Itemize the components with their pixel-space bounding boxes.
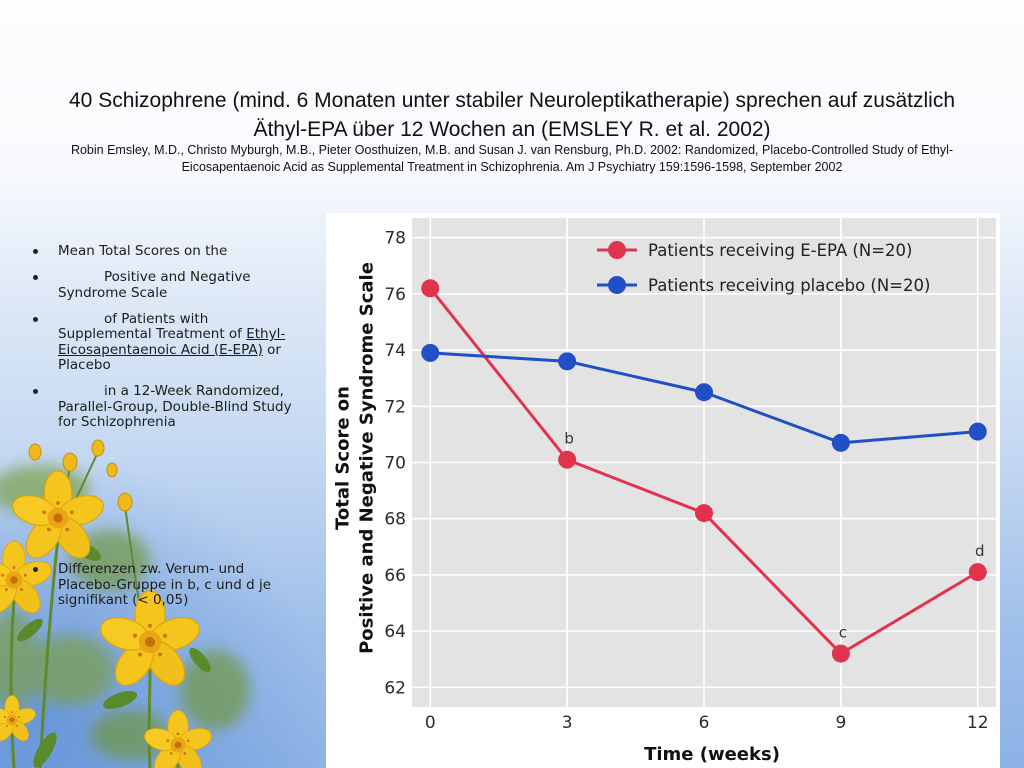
bud <box>91 439 105 457</box>
bud <box>62 452 78 472</box>
buds <box>28 439 133 512</box>
bullet-text-underlined: Ethyl-Eicosapentaenoic Acid (E-EPA) <box>58 326 286 358</box>
flower-decoration <box>0 439 250 768</box>
annotation-label: b <box>564 430 574 448</box>
data-point <box>421 279 440 298</box>
y-axis-label-line2: Positive and Negative Syndrome Scale <box>357 262 378 654</box>
bullet-item: Differenzen zw. Verum- und Placebo-Grupp… <box>33 561 300 609</box>
y-tick-label: 64 <box>384 622 406 642</box>
bullet-item: Positive and Negative Syndrome Scale <box>33 269 300 301</box>
x-axis-label: Time (weeks) <box>644 744 780 765</box>
citation-reference: Robin Emsley, M.D., Christo Myburgh, M.B… <box>70 143 954 174</box>
y-tick-label: 72 <box>384 397 406 417</box>
y-tick-label: 70 <box>384 454 406 474</box>
x-tick-label: 12 <box>967 713 989 733</box>
line-chart: 62 64 66 68 70 72 74 76 78 0 3 6 9 12 b c d Patients r… <box>326 213 1000 768</box>
bullet-item: in a 12-Week Randomized, Parallel-Group,… <box>33 383 300 431</box>
bullet-text: Mean Total Scores on the <box>58 243 228 259</box>
y-tick-labels: 62 64 66 68 70 72 74 76 78 <box>384 229 406 699</box>
x-tick-labels: 0 3 6 9 12 <box>425 713 989 733</box>
leaf <box>102 690 138 710</box>
significance-note: Differenzen zw. Verum- und Placebo-Grupp… <box>58 561 271 608</box>
y-tick-label: 62 <box>384 678 406 698</box>
bullet-icon <box>33 316 38 322</box>
bullet-list: Mean Total Scores on the Positive and Ne… <box>33 243 300 441</box>
slide-title: 40 Schizophrene (mind. 6 Monaten unter s… <box>69 89 955 141</box>
bud <box>106 462 118 478</box>
leaf <box>33 732 57 768</box>
leaf <box>189 647 211 673</box>
legend-marker <box>608 276 626 294</box>
y-tick-label: 76 <box>384 285 406 305</box>
stem <box>147 667 152 768</box>
bullet-item: of Patients with Supplemental Treatment … <box>33 310 300 374</box>
foliage-blob <box>25 635 115 705</box>
bud <box>117 492 133 512</box>
data-point <box>695 383 713 402</box>
legend: Patients receiving E-EPA (N=20) Patients … <box>597 241 930 295</box>
annotation-label: c <box>839 624 847 642</box>
legend-label: Patients receiving placebo (N=20) <box>648 276 930 295</box>
data-point <box>968 422 987 441</box>
data-point <box>968 563 987 582</box>
bud <box>28 443 42 461</box>
series-points <box>421 279 987 663</box>
significance-note-list: Differenzen zw. Verum- und Placebo-Grupp… <box>33 561 300 619</box>
stem <box>38 537 60 768</box>
y-tick-label: 74 <box>384 341 406 361</box>
x-tick-label: 9 <box>835 713 846 733</box>
legend-item: Patients receiving E-EPA (N=20) <box>597 241 912 260</box>
y-tick-label: 78 <box>384 229 406 249</box>
bullet-icon <box>33 275 38 280</box>
legend-marker <box>608 241 626 259</box>
legend-label: Patients receiving E-EPA (N=20) <box>648 241 912 260</box>
leaf <box>17 618 43 642</box>
data-point <box>558 352 577 371</box>
y-axis-label-line1: Total Score on <box>333 386 354 530</box>
bullet-text: of Patients with Supplemental Treatment … <box>58 310 247 342</box>
foliage-blob <box>180 650 250 730</box>
bullet-text: in a 12-Week Randomized, Parallel-Group,… <box>58 383 292 430</box>
bullet-icon <box>33 389 38 394</box>
legend-item: Patients receiving placebo (N=20) <box>597 276 930 295</box>
flower-icon <box>0 695 38 745</box>
bullet-icon <box>33 567 38 572</box>
annotation-label: d <box>975 542 985 560</box>
data-point <box>831 433 850 452</box>
bullet-text: Positive and Negative Syndrome Scale <box>58 269 251 301</box>
data-point <box>421 343 440 362</box>
x-tick-label: 6 <box>699 713 710 733</box>
x-tick-label: 0 <box>425 713 436 733</box>
data-point <box>558 450 577 469</box>
annotations: b c d <box>564 430 984 642</box>
bullet-icon <box>33 249 38 254</box>
stem <box>9 599 16 768</box>
bullet-item: Mean Total Scores on the <box>33 243 300 260</box>
y-tick-label: 68 <box>384 510 406 530</box>
x-tick-label: 3 <box>562 713 573 733</box>
y-tick-label: 66 <box>384 566 406 586</box>
bullet-text: or Placebo <box>58 341 281 373</box>
data-point <box>831 644 850 663</box>
data-point <box>695 504 713 523</box>
